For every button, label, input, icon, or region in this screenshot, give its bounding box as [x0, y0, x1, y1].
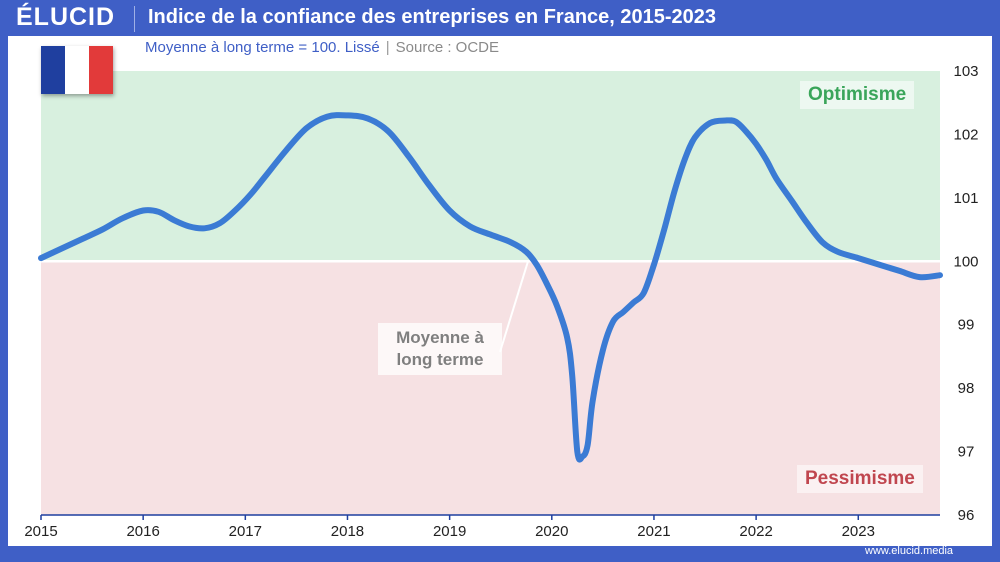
y-tick-label: 103: [953, 63, 978, 80]
annotation-line-1: Moyenne à: [396, 328, 484, 347]
chart-subtitle: Moyenne à long terme = 100. Lissé | Source…: [145, 39, 499, 56]
subtitle-separator: |: [385, 39, 390, 56]
x-tick-label: 2023: [842, 523, 875, 540]
y-tick-label: 97: [958, 444, 975, 461]
x-tick-label: 2015: [24, 523, 57, 540]
x-tick-label: 2017: [229, 523, 262, 540]
header-divider: [134, 6, 135, 32]
y-tick-label: 102: [953, 126, 978, 143]
annotation-line-2: long terme: [396, 350, 484, 369]
y-tick-label: 96: [958, 507, 975, 524]
x-tick-label: 2019: [433, 523, 466, 540]
x-tick-label: 2020: [535, 523, 568, 540]
subtitle-source: Source : OCDE: [395, 39, 500, 56]
optimism-label: Optimisme: [800, 81, 915, 109]
france-flag-icon: [41, 46, 113, 94]
subtitle-text: Moyenne à long terme = 100. Lissé: [145, 39, 380, 56]
footer-site-link[interactable]: www.elucid.media: [865, 545, 954, 557]
elucid-logo[interactable]: ÉLUCID: [16, 3, 116, 31]
x-tick-label: 2022: [739, 523, 772, 540]
x-tick-label: 2016: [126, 523, 159, 540]
header-bar: ÉLUCID Indice de la confiance des entrep…: [0, 0, 1000, 38]
y-tick-label: 99: [958, 317, 975, 334]
flag-stripe-white: [65, 46, 89, 94]
x-tick-label: 2018: [331, 523, 364, 540]
annotation-leader-line: [499, 260, 529, 353]
long-term-average-annotation: Moyenne à long terme: [378, 323, 502, 375]
pessimism-zone: [41, 261, 940, 515]
y-tick-label: 101: [953, 190, 978, 207]
pessimism-label: Pessimisme: [797, 465, 923, 493]
x-tick-label: 2021: [637, 523, 670, 540]
y-tick-label: 100: [953, 253, 978, 270]
flag-stripe-red: [89, 46, 113, 94]
flag-stripe-blue: [41, 46, 65, 94]
chart-title: Indice de la confiance des entreprises e…: [148, 6, 717, 28]
series-line-business-confidence: [38, 112, 943, 463]
y-tick-label: 98: [958, 380, 975, 397]
